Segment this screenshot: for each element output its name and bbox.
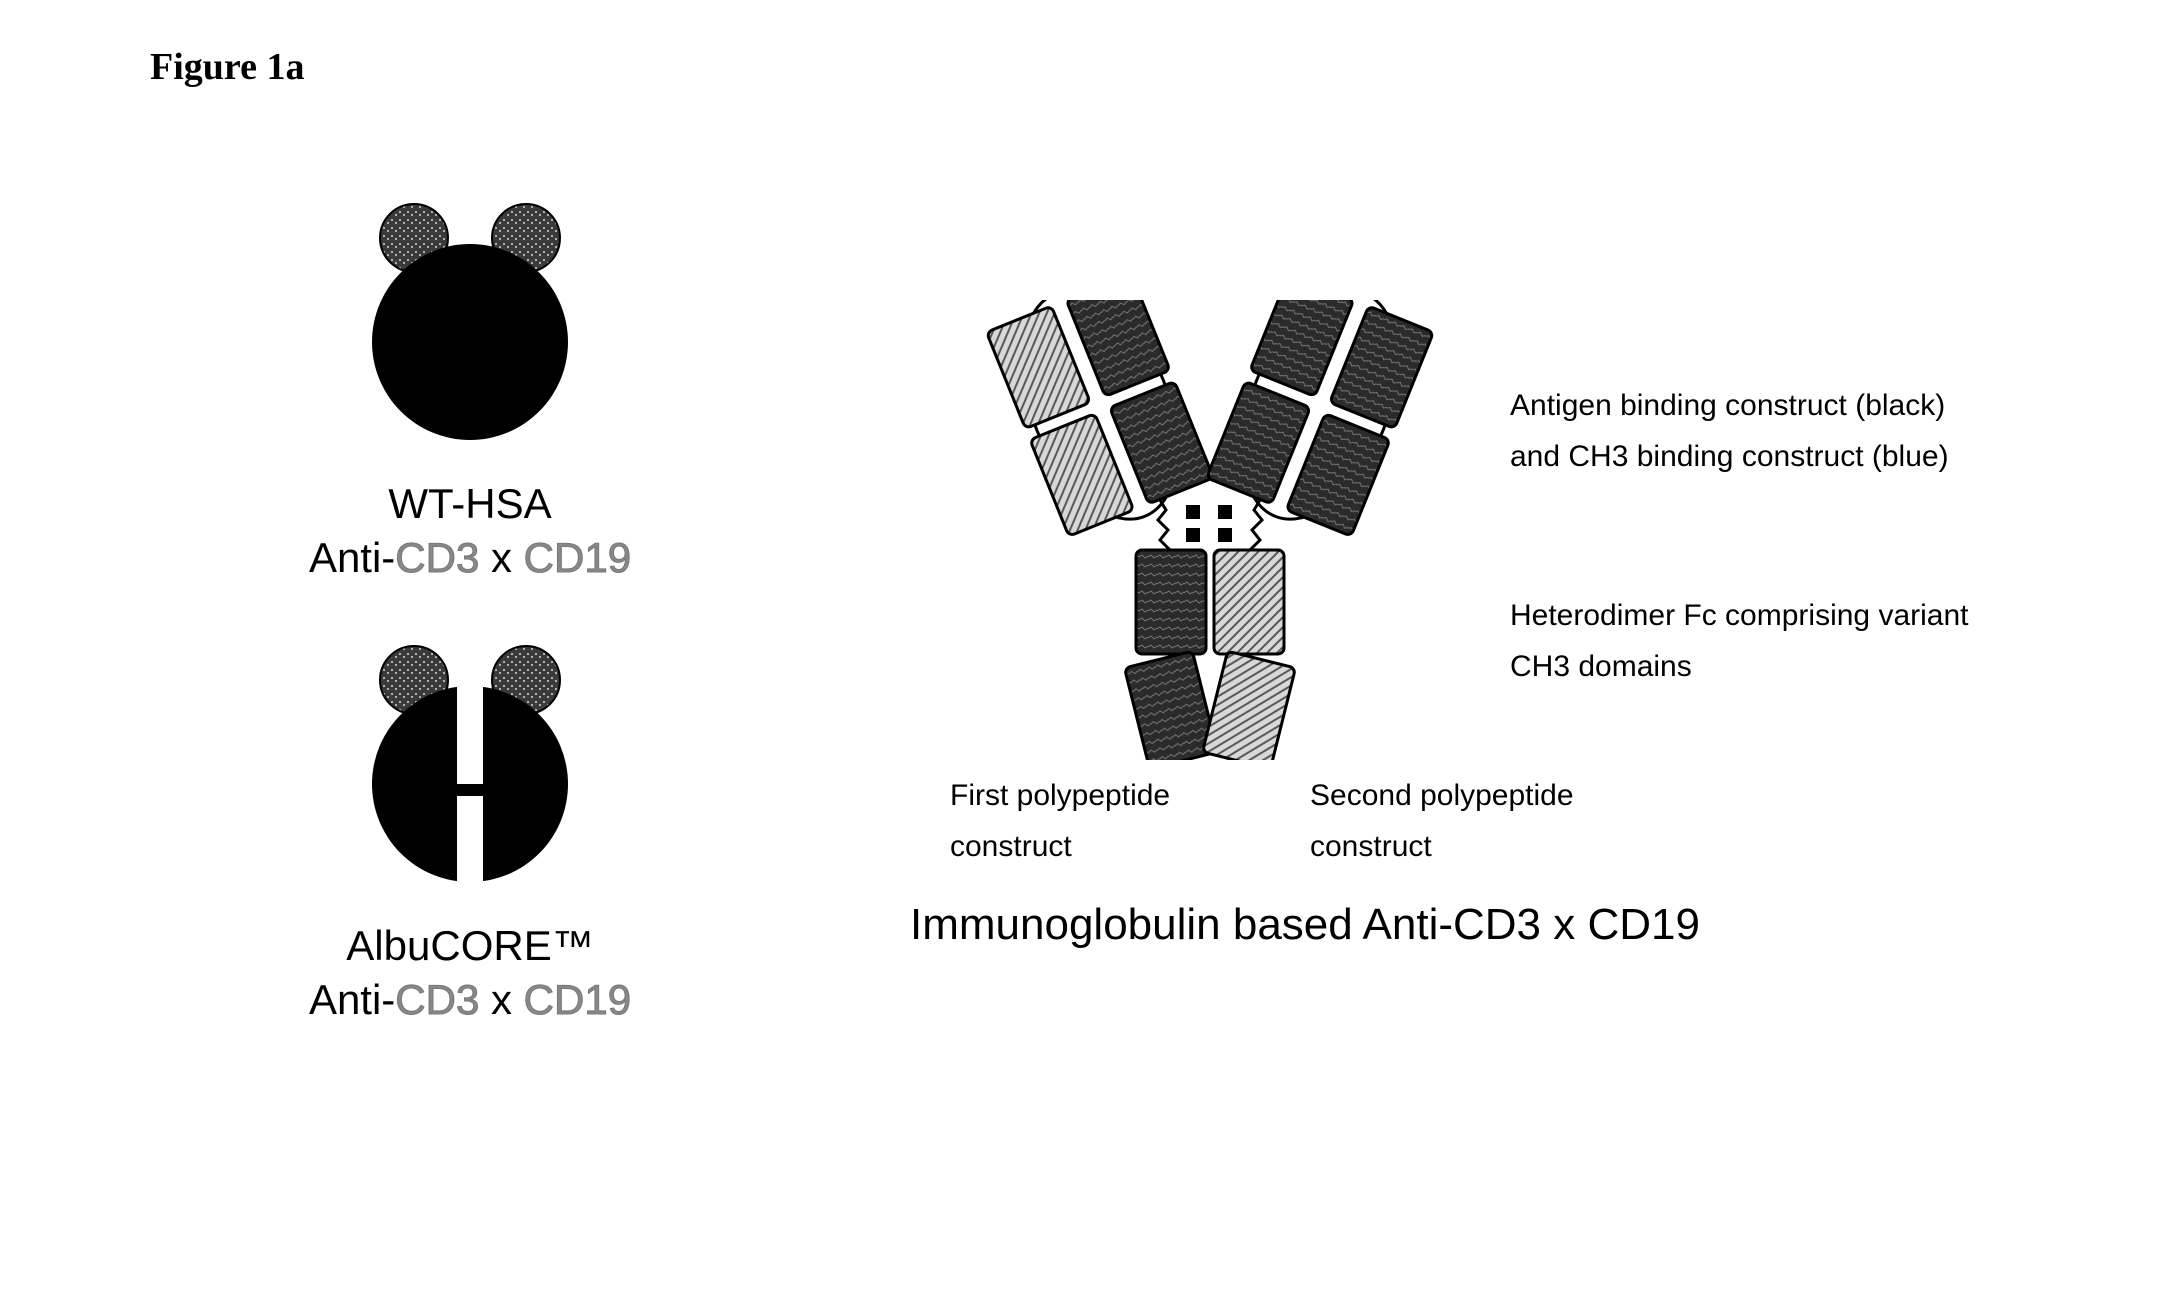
immunoglobulin-caption: Immunoglobulin based Anti-CD3 x CD19 <box>910 900 1700 950</box>
figure-title: Figure 1a <box>150 45 304 89</box>
annotation-top-line2: and CH3 binding construct (blue) <box>1510 440 1949 473</box>
wt-hsa-icon <box>340 200 600 460</box>
annotation-mid-line2: CH3 domains <box>1510 650 1692 683</box>
annotation-bl-line2: construct <box>950 830 1072 863</box>
annotation-second-polypeptide: Second polypeptide construct <box>1310 770 1574 872</box>
wt-hsa-block: WT-HSA Anti-CD3 x CD19 <box>309 200 631 582</box>
albucore-icon <box>340 642 600 902</box>
annotation-bl-line1: First polypeptide <box>950 779 1170 812</box>
albucore-label-1: AlbuCORE™ <box>346 922 593 970</box>
albucore-label-2: Anti-CD3 x CD19 <box>309 976 631 1024</box>
albucore-mid: x <box>479 976 523 1023</box>
annotation-mid-line1: Heterodimer Fc comprising variant <box>1510 599 1968 632</box>
annotation-first-polypeptide: First polypeptide construct <box>950 770 1170 872</box>
wt-hsa-prefix: Anti- <box>309 534 395 581</box>
wt-hsa-label-2: Anti-CD3 x CD19 <box>309 534 631 582</box>
albucore-block: AlbuCORE™ Anti-CD3 x CD19 <box>309 642 631 1024</box>
albucore-cd3: CD3 <box>395 976 479 1023</box>
annotation-top-line1: Antigen binding construct (black) <box>1510 389 1945 422</box>
annotation-heterodimer: Heterodimer Fc comprising variant CH3 do… <box>1510 590 1968 692</box>
albucore-cd19: CD19 <box>524 976 631 1023</box>
wt-hsa-mid: x <box>479 534 523 581</box>
left-panel: WT-HSA Anti-CD3 x CD19 <box>190 200 750 1084</box>
antibody-diagram-icon <box>950 300 1470 760</box>
annotation-br-line2: construct <box>1310 830 1432 863</box>
wt-hsa-cd19: CD19 <box>524 534 631 581</box>
wt-hsa-cd3: CD3 <box>395 534 479 581</box>
annotation-antigen-binding: Antigen binding construct (black) and CH… <box>1510 380 1949 482</box>
annotation-br-line1: Second polypeptide <box>1310 779 1574 812</box>
wt-hsa-label-1: WT-HSA <box>388 480 551 528</box>
albucore-prefix: Anti- <box>309 976 395 1023</box>
